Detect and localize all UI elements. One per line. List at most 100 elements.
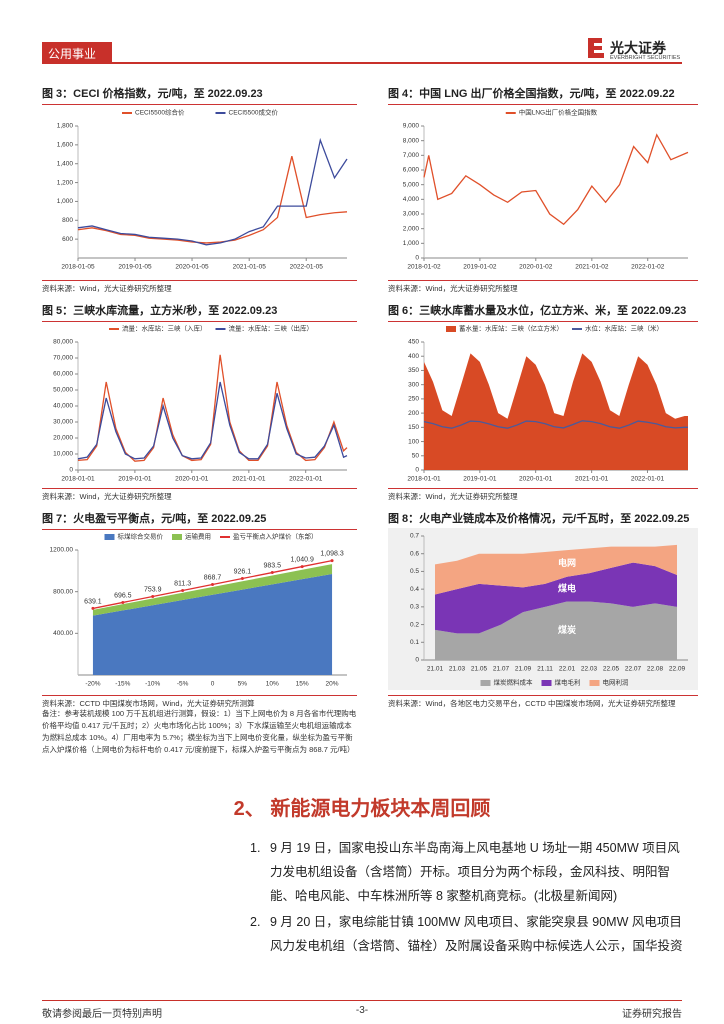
x-tick-label: 21.03 (449, 666, 466, 673)
figure-title: 图 4：中国 LNG 出厂价格全国指数，元/吨，至 2022.09.22 (388, 85, 698, 105)
area (435, 601, 677, 660)
figure-source: 资料来源：Wind，光大证券研究所整理 (388, 488, 698, 502)
y-tick-label: 800 (62, 217, 73, 224)
point (121, 600, 125, 604)
legend-label: 煤电毛利 (555, 678, 581, 687)
figure-title: 图 7：火电盈亏平衡点，元/吨，至 2022.09.25 (42, 510, 357, 530)
y-tick-label: 1,600 (57, 142, 74, 149)
legend-label: 运输费用 (185, 532, 211, 541)
y-tick-label: 450 (408, 339, 419, 346)
y-tick-label: 300 (408, 381, 419, 388)
y-tick-label: 80,000 (53, 339, 73, 346)
y-tick-label: 3,000 (403, 211, 420, 218)
data-label: 926.1 (234, 568, 252, 575)
header-sector: 公用事业 (48, 47, 97, 61)
y-tick-label: 150 (408, 424, 419, 431)
x-tick-label: 22.03 (581, 666, 598, 673)
x-tick-label: 22.05 (603, 666, 620, 673)
legend-swatch (541, 680, 552, 686)
annotation: 电网 (558, 557, 576, 568)
x-tick-label: -5% (177, 681, 189, 688)
figure-title: 图 3：CECI 价格指数，元/吨，至 2022.09.23 (42, 85, 357, 105)
x-tick-label: 2018-01-05 (61, 264, 95, 271)
data-label: 696.5 (114, 592, 132, 599)
line (77, 354, 348, 462)
x-tick-label: 2019-01-01 (118, 476, 152, 483)
x-tick-label: 2021-01-05 (233, 264, 267, 271)
y-tick-label: 800.00 (53, 588, 73, 595)
legend-label: 蓄水量：水库站：三峡（亿立方米） (459, 324, 563, 333)
y-tick-label: 30,000 (53, 419, 73, 426)
y-tick-label: 0.4 (410, 586, 419, 593)
x-tick-label: 21.07 (493, 666, 510, 673)
x-tick-label: -20% (85, 681, 100, 688)
figure-title: 图 6：三峡水库蓄水量及水位，亿立方米、米，至 2022.09.23 (388, 302, 698, 322)
point (270, 571, 274, 575)
x-tick-label: 2022-01-02 (631, 264, 665, 271)
x-tick-label: 2021-01-01 (575, 476, 609, 483)
section-title: 2、 新能源电力板块本周回顾 (233, 798, 491, 820)
y-tick-label: 1,400 (57, 160, 74, 167)
line (77, 381, 348, 460)
legend-label: 煤炭燃料成本 (494, 678, 534, 687)
y-tick-label: 1,000 (403, 240, 420, 247)
y-tick-label: 600 (62, 236, 73, 243)
x-tick-label: 10% (266, 681, 279, 688)
x-tick-label: 2018-01-02 (407, 264, 441, 271)
x-tick-label: 21.01 (427, 666, 444, 673)
x-tick-label: 2021-01-02 (575, 264, 609, 271)
x-tick-label: -15% (115, 681, 130, 688)
data-label: 811.3 (174, 580, 191, 587)
y-tick-label: 9,000 (403, 123, 420, 130)
figure-title: 图 5：三峡水库流量，立方米/秒，至 2022.09.23 (42, 302, 357, 322)
item-text: 9 月 20 日，家电综能甘镇 100MW 风电项目、家能突泉县 90MW 风电… (270, 915, 683, 953)
y-tick-label: 0.7 (410, 533, 419, 540)
y-tick-label: 100 (408, 438, 419, 445)
x-tick-label: 2018-01-01 (61, 476, 95, 483)
data-label: 868.7 (204, 574, 222, 581)
x-tick-label: 2019-01-02 (463, 264, 497, 271)
annotation: 煤电 (558, 583, 576, 594)
x-tick-label: 5% (238, 681, 248, 688)
y-tick-label: 6,000 (403, 167, 420, 174)
x-tick-label: 2019-01-05 (118, 264, 152, 271)
y-tick-label: 0 (415, 467, 419, 474)
footer-rule (42, 1000, 682, 1001)
header-rule (42, 62, 682, 64)
footer-page: -3- (355, 1005, 369, 1016)
area (424, 353, 688, 470)
y-tick-label: 0.3 (410, 604, 419, 611)
x-tick-label: -10% (145, 681, 160, 688)
chart: 2018-01-05 2019-01-05 2020-01-05 2021-01-05… (57, 108, 348, 271)
figure-source: 资料来源：Wind，光大证券研究所整理 (388, 280, 698, 294)
legend-label: CECI5500综合价 (135, 108, 185, 117)
footer-right: 证券研究报告 (622, 1009, 682, 1020)
figure-title: 图 8：火电产业链成本及价格情况，元/千瓦时，至 2022.09.25 (388, 510, 698, 530)
legend-label: 水位：水库站：三峡（米） (585, 324, 663, 333)
y-tick-label: 70,000 (53, 355, 73, 362)
point (300, 565, 304, 569)
y-tick-label: 1200.00 (50, 547, 74, 554)
x-tick-label: 21.11 (537, 666, 553, 673)
y-tick-label: 0.1 (410, 639, 419, 646)
line (423, 133, 689, 226)
x-tick-label: 2020-01-05 (175, 264, 209, 271)
figure-source: 资料来源：Wind，光大证券研究所整理 (42, 280, 357, 294)
data-label: 983.5 (264, 562, 282, 569)
y-tick-label: 250 (408, 396, 419, 403)
y-tick-label: 1,000 (57, 198, 74, 205)
point (91, 606, 95, 610)
logo-icon (588, 38, 604, 58)
figure-source: 资料来源：Wind，各地区电力交易平台，CCTD 中国煤炭市场网，光大证券研究所… (388, 695, 698, 709)
y-tick-label: 0.6 (410, 550, 419, 557)
legend-label: 流量：水库站：三峡（出库） (229, 324, 314, 333)
area (92, 564, 333, 616)
y-tick-label: 1,200 (57, 179, 74, 186)
chart: 21.01 21.03 21.05 21.07 21.09 21.11 22.01 22.03… (388, 528, 698, 690)
legend-label: 盈亏平衡点入炉煤价（东部） (233, 532, 318, 541)
point (151, 594, 155, 598)
line (77, 156, 348, 244)
chart: 2018-01-02 2019-01-02 2020-01-02 2021-01-02… (403, 108, 689, 271)
y-tick-label: 350 (408, 367, 419, 374)
x-tick-label: 20% (326, 681, 339, 688)
